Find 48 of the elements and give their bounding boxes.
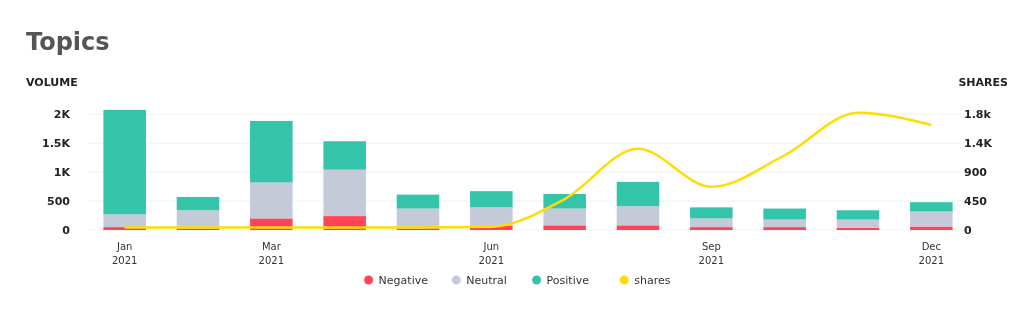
bar — [103, 109, 146, 215]
bar — [176, 196, 220, 211]
bar — [763, 219, 806, 228]
line-series — [123, 111, 933, 229]
bar — [910, 202, 953, 212]
x-tick-label: Dec 2021 — [918, 241, 945, 266]
bar — [763, 208, 806, 220]
bar — [763, 227, 806, 230]
bar — [396, 194, 440, 209]
y-tick-label: 1.5K — [41, 137, 71, 150]
y2-tick-label: 450 — [964, 195, 988, 208]
bar — [836, 219, 880, 228]
bar — [250, 120, 293, 183]
legend-label: Positive — [546, 274, 590, 287]
bar — [470, 207, 513, 226]
y-tick-label: 500 — [47, 195, 71, 208]
legend-label: Neutral — [466, 274, 507, 287]
bar — [103, 214, 146, 228]
bar — [836, 210, 880, 220]
x-tick-label: Sep 2021 — [698, 241, 725, 266]
y-tick-label: 1K — [53, 166, 71, 179]
bar — [616, 225, 660, 230]
bar — [616, 206, 660, 226]
legend-label: Negative — [378, 274, 429, 287]
x-tick-label: Jan 2021 — [111, 241, 138, 266]
bar — [543, 208, 586, 226]
bar — [543, 225, 586, 230]
bar — [616, 181, 660, 207]
bar — [323, 169, 366, 217]
y-tick-label: 0 — [62, 224, 71, 237]
bar — [690, 207, 733, 219]
chart-title: Topics — [26, 28, 110, 56]
x-tick-label: Jun 2021 — [478, 241, 505, 266]
y-tick-label: 2K — [53, 108, 71, 121]
y2-axis-title: SHARES — [958, 76, 1009, 89]
bar — [323, 141, 366, 170]
bar — [470, 191, 513, 208]
bar — [690, 218, 733, 228]
y2-tick-label: 0 — [964, 224, 972, 237]
bar — [910, 211, 953, 227]
bar — [250, 182, 293, 219]
y2-tick-label: 900 — [964, 166, 988, 179]
y-axis-title: VOLUME — [26, 76, 78, 89]
x-tick-label: Mar 2021 — [258, 241, 285, 266]
y2-tick-label: 1.8k — [964, 108, 992, 121]
bar — [690, 227, 733, 230]
y2-tick-label: 1.4K — [964, 137, 993, 150]
legend-label: shares — [634, 274, 671, 287]
